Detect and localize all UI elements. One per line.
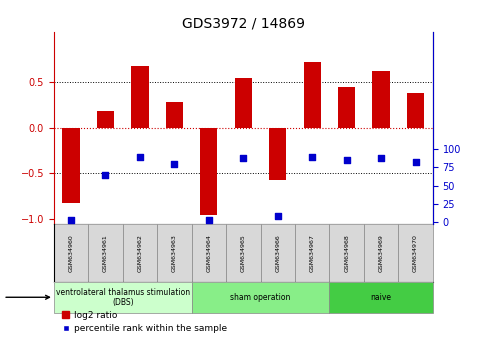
Bar xyxy=(62,128,80,202)
Text: GSM634965: GSM634965 xyxy=(240,234,245,272)
Bar xyxy=(157,224,191,282)
Bar xyxy=(131,65,148,128)
Legend: log2 ratio, percentile rank within the sample: log2 ratio, percentile rank within the s… xyxy=(58,307,230,337)
Bar xyxy=(97,111,114,128)
Bar xyxy=(122,224,157,282)
Text: GSM634967: GSM634967 xyxy=(309,234,314,272)
Text: GSM634969: GSM634969 xyxy=(378,234,383,272)
Text: protocol: protocol xyxy=(0,292,49,302)
Bar xyxy=(398,224,432,282)
Point xyxy=(136,154,143,159)
Point xyxy=(102,172,109,178)
Text: GSM634963: GSM634963 xyxy=(171,234,177,272)
Bar xyxy=(268,128,286,180)
Bar xyxy=(54,224,88,282)
Bar xyxy=(191,282,329,313)
Text: ventrolateral thalamus stimulation
(DBS): ventrolateral thalamus stimulation (DBS) xyxy=(56,287,189,307)
Bar xyxy=(406,93,423,128)
Title: GDS3972 / 14869: GDS3972 / 14869 xyxy=(182,17,304,31)
Point xyxy=(273,213,281,219)
Point xyxy=(204,217,212,223)
Bar xyxy=(303,62,320,128)
Point xyxy=(170,161,178,167)
Bar xyxy=(294,224,329,282)
Bar xyxy=(225,224,260,282)
Text: GSM634970: GSM634970 xyxy=(412,234,417,272)
Text: GSM634966: GSM634966 xyxy=(275,234,280,272)
Bar xyxy=(329,282,432,313)
Bar xyxy=(234,78,251,128)
Bar xyxy=(88,224,122,282)
Bar xyxy=(329,224,363,282)
Point xyxy=(307,154,315,159)
Bar xyxy=(191,224,225,282)
Text: GSM634968: GSM634968 xyxy=(344,234,348,272)
Point xyxy=(376,155,384,161)
Text: sham operation: sham operation xyxy=(230,293,290,302)
Text: GSM634961: GSM634961 xyxy=(103,234,108,272)
Bar xyxy=(363,224,398,282)
Point xyxy=(67,217,75,223)
Bar xyxy=(54,282,191,313)
Bar xyxy=(337,87,354,128)
Text: GSM634964: GSM634964 xyxy=(206,234,211,272)
Point xyxy=(239,155,246,161)
Bar xyxy=(372,71,389,128)
Bar xyxy=(200,128,217,215)
Text: GSM634962: GSM634962 xyxy=(137,234,142,272)
Bar xyxy=(260,224,294,282)
Bar xyxy=(165,102,183,128)
Text: GSM634960: GSM634960 xyxy=(68,234,73,272)
Point xyxy=(411,160,419,165)
Text: naive: naive xyxy=(370,293,391,302)
Point xyxy=(342,158,350,163)
